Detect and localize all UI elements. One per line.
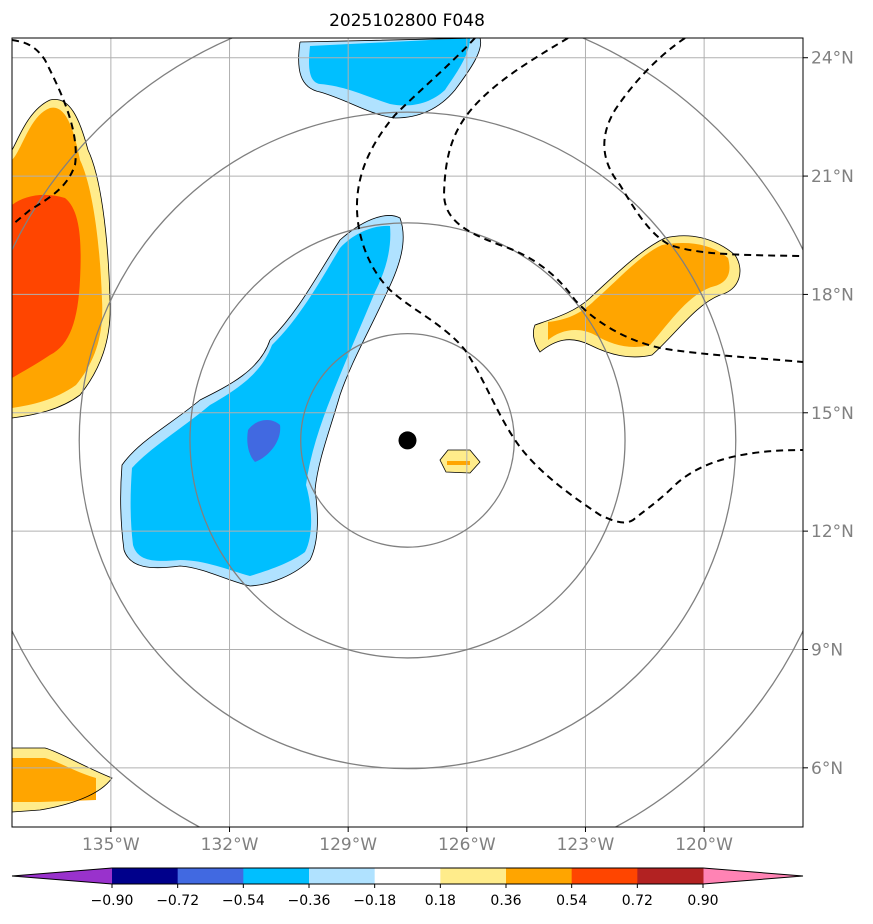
map-area [12,38,803,827]
colorbar-swatch-4 [374,868,441,884]
positive-anomaly-east-core [548,242,730,347]
negative-anomaly-north-core [309,38,470,106]
lon-tick-label-1: 132°W [201,835,259,855]
colorbar-swatch-0 [112,868,179,884]
dashed-contours [12,38,803,524]
colorbar: −0.90 −0.72 −0.54 −0.36 −0.18 0.18 0.36 0.54 0.7… [11,867,804,909]
range-ring-2 [78,111,737,770]
lat-tick-label-0: 24°N [811,49,854,69]
colorbar-label-3: −0.36 [288,893,331,909]
thin-contours [12,38,741,813]
lat-tick-label-5: 9°N [811,640,843,660]
range-rings [12,38,803,827]
lat-tick-label-1: 21°N [811,167,854,187]
colorbar-extend-high [703,868,803,884]
lat-tick-label-6: 6°N [811,759,843,779]
colorbar-label-5: 0.18 [425,893,456,909]
map-frame [11,37,804,828]
plot-title: 2025102800 F048 [329,11,485,31]
colorbar-label-0: −0.90 [91,893,134,909]
storm-center-marker [398,431,417,450]
colorbar-label-6: 0.36 [490,893,521,909]
lon-axis: 135°W 132°W 129°W 126°W 123°W 120°W [82,827,733,855]
colorbar-swatch-2 [243,868,310,884]
lat-tick-label-2: 18°N [811,285,854,305]
colorbar-label-2: −0.54 [222,893,265,909]
lon-tick-label-3: 126°W [438,835,496,855]
colorbar-label-8: 0.72 [622,893,653,909]
colorbar-swatch-7 [571,868,638,884]
lat-axis: 24°N 21°N 18°N 15°N 12°N 9°N 6°N [803,49,854,779]
colorbar-swatch-5 [440,868,507,884]
gridlines [12,38,803,827]
colorbar-extend-low [12,868,112,884]
range-ring-1 [189,222,626,659]
colorbar-label-4: −0.18 [353,893,396,909]
colorbar-swatch-6 [506,868,573,884]
lon-tick-label-2: 129°W [319,835,377,855]
colorbar-swatch-3 [309,868,376,884]
lat-tick-label-3: 15°N [811,404,854,424]
lon-tick-label-4: 123°W [557,835,615,855]
lat-tick-label-4: 12°N [811,522,854,542]
range-ring-0 [300,332,515,548]
colorbar-label-7: 0.54 [556,893,587,909]
colorbar-swatch-1 [177,868,244,884]
lon-tick-label-5: 120°W [675,835,733,855]
positive-anomaly-west-core [12,194,81,378]
positive-anomaly-southwest-mid [12,758,96,802]
colorbar-label-1: −0.72 [156,893,199,909]
colorbar-swatch-8 [637,868,704,884]
negative-anomaly-core [247,419,281,462]
colorbar-label-9: 0.90 [687,893,718,909]
lon-tick-label-0: 135°W [82,835,140,855]
